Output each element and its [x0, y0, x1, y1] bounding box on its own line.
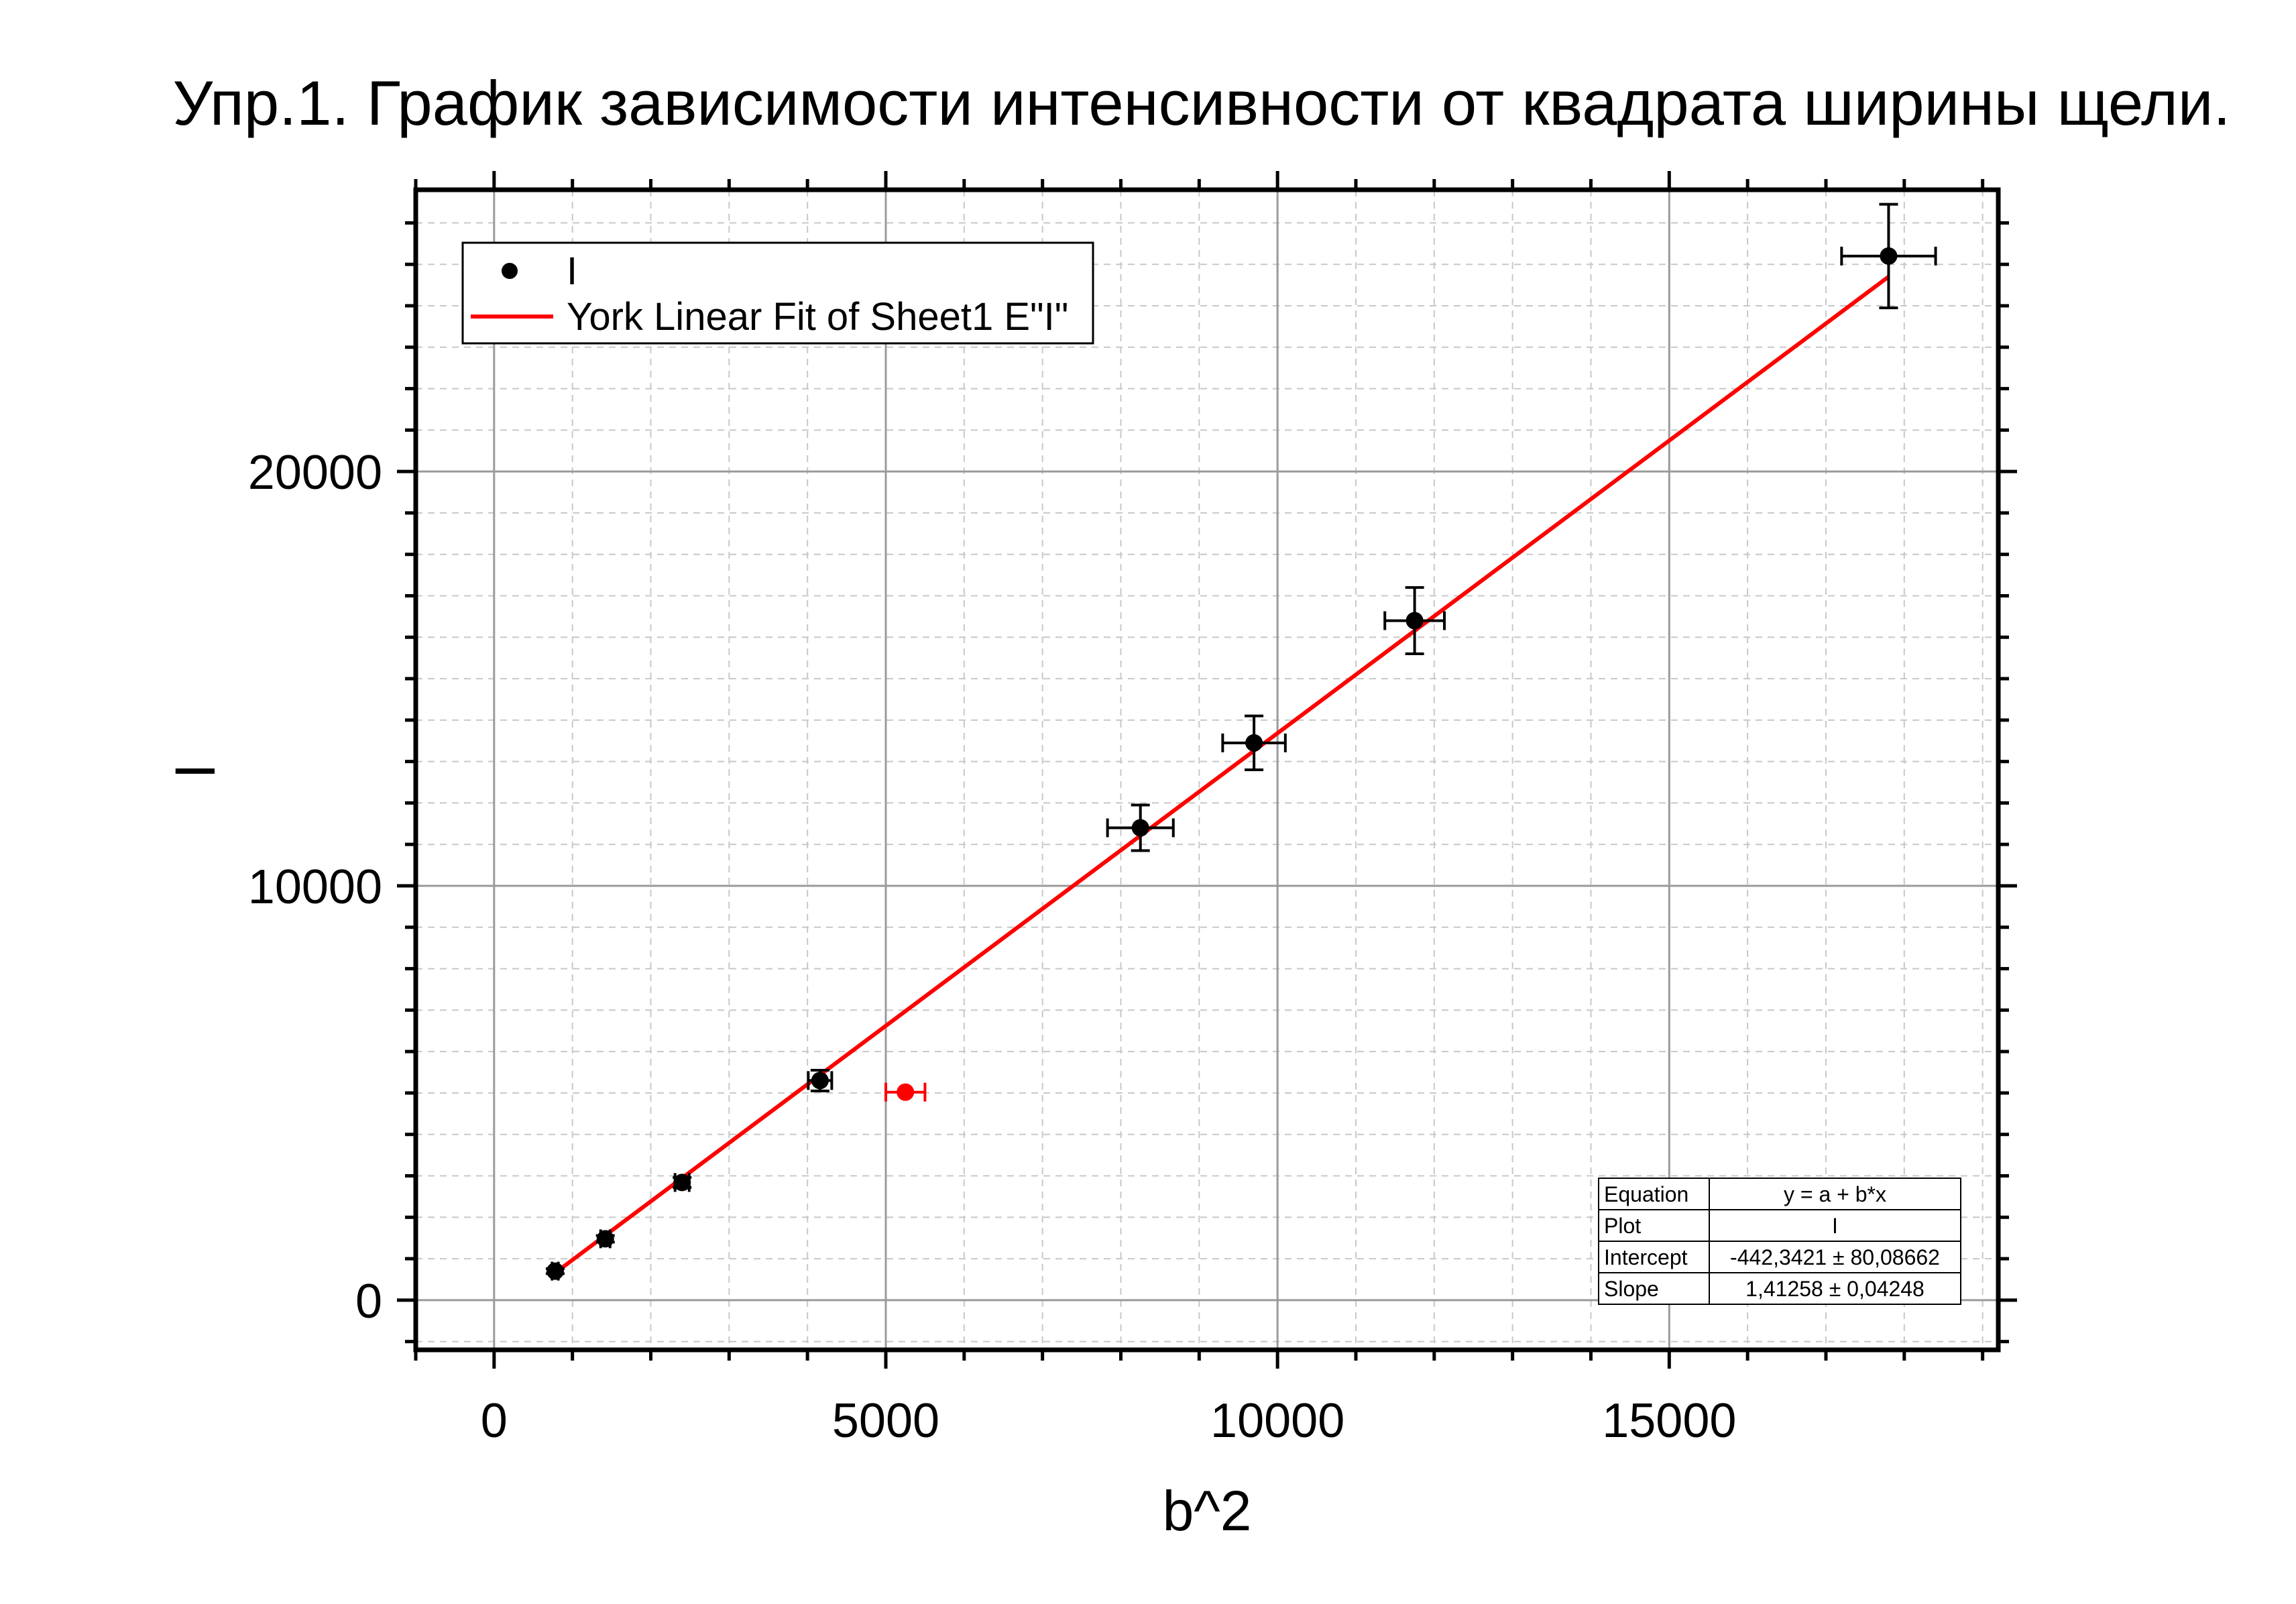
axis-ticks	[397, 171, 2017, 1369]
data-point	[1106, 803, 1175, 852]
stats-value: I	[1832, 1214, 1838, 1238]
x-axis-label: b^2	[1163, 1479, 1252, 1542]
data-point	[1840, 203, 1937, 310]
legend-label-fit: York Linear Fit of Sheet1 E"I"	[567, 295, 1068, 339]
data-point	[807, 1068, 834, 1092]
y-tick-label: 0	[355, 1275, 382, 1328]
x-tick-label: 0	[481, 1394, 508, 1448]
stats-cell-label	[1598, 1178, 1710, 1210]
stats-cell-value	[1709, 1272, 1961, 1305]
plot-border	[413, 187, 2001, 1353]
stats-cell-label	[1598, 1272, 1710, 1305]
stats-value: y = a + b*x	[1784, 1182, 1886, 1206]
data-point	[673, 1173, 692, 1192]
legend-point-marker	[502, 263, 518, 279]
y-axis-label: I	[164, 763, 227, 779]
tick-labels: 0 5000 10000 15000 0 10000 20000	[248, 446, 1737, 1448]
x-tick-label: 5000	[832, 1394, 939, 1448]
y-tick-label: 20000	[248, 446, 382, 500]
stats-label: Plot	[1604, 1214, 1641, 1238]
stats-cell-label	[1598, 1209, 1710, 1242]
plot-frame	[413, 187, 2001, 1353]
point-marker	[897, 1083, 915, 1101]
fit-stats-table: Equation y = a + b*x Plot I Intercept -442,34…	[1598, 1178, 1961, 1305]
stats-cell-value	[1709, 1241, 1961, 1273]
data-point	[595, 1229, 615, 1249]
fit-line	[554, 275, 1890, 1275]
point-marker	[546, 1262, 564, 1280]
minor-grid	[415, 190, 1998, 1350]
y-tick-label: 10000	[248, 860, 382, 914]
point-marker	[1131, 819, 1149, 837]
stats-cell-value	[1709, 1209, 1961, 1242]
point-marker	[1880, 247, 1898, 265]
x-tick-label: 15000	[1602, 1394, 1736, 1448]
data-point	[884, 1082, 927, 1102]
stats-value: -442,3421 ± 80,08662	[1730, 1245, 1940, 1269]
legend-box	[461, 241, 1094, 345]
stats-cell-value	[1709, 1178, 1961, 1210]
point-marker	[596, 1230, 614, 1248]
fit-line-layer	[554, 275, 1890, 1275]
data-points-layer	[545, 203, 1937, 1281]
data-point	[1383, 586, 1446, 655]
point-marker	[1245, 734, 1263, 752]
stats-value: 1,41258 ± 0,04248	[1745, 1277, 1925, 1301]
point-marker	[1405, 612, 1424, 630]
data-point	[1221, 714, 1287, 771]
data-point	[545, 1261, 565, 1281]
stats-label: Slope	[1604, 1277, 1659, 1301]
stats-label: Equation	[1604, 1182, 1688, 1206]
chart-title: Упр.1. График зависимости интенсивности …	[172, 68, 2231, 138]
point-marker	[673, 1173, 691, 1192]
major-grid	[416, 190, 1998, 1350]
x-tick-label: 10000	[1210, 1394, 1344, 1448]
point-marker	[811, 1072, 829, 1090]
legend-label-points: I	[567, 249, 577, 293]
stats-label: Intercept	[1604, 1245, 1688, 1269]
